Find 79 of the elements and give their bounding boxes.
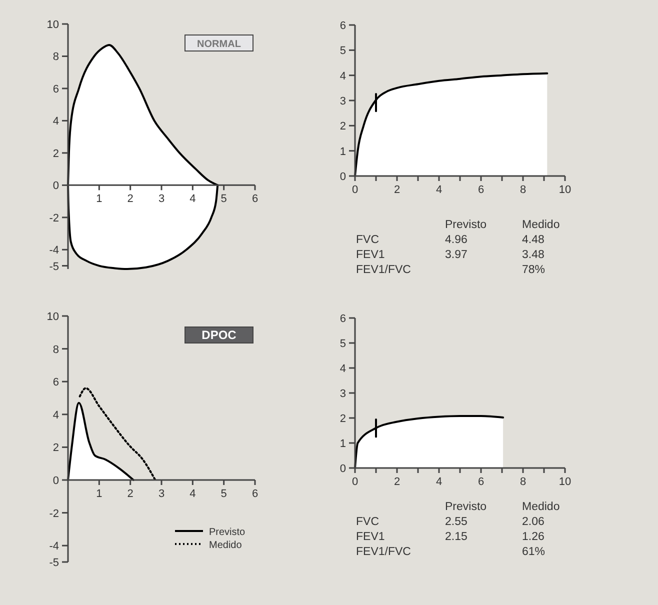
text: DPOC [202,328,237,342]
text: 2.06 [522,516,544,528]
y-tick-label: -5 [49,260,59,273]
x-tick-label: 1 [96,488,102,500]
y-tick-label: 2 [52,148,59,160]
y-tick-label: 1 [340,146,346,158]
text: NORMAL [197,39,241,50]
y-tick-label: 2 [340,413,346,425]
x-tick-label: 1 [96,193,102,206]
y-tick-label: 1 [340,438,346,450]
y-tick-label: 6 [340,313,346,325]
y-tick-label: 5 [340,338,346,350]
category-label: Previsto [445,219,487,231]
y-tick-label: 10 [46,311,59,323]
y-tick-label: 4 [340,363,346,375]
legend-label: Medido [209,540,242,551]
text: 3.97 [445,249,468,261]
y-tick-label: 4 [52,409,59,422]
category-label: FVC [356,234,379,246]
x-tick-label: 0 [352,476,358,488]
line-series [78,387,156,481]
category-label: FVC [356,516,379,528]
y-tick-label: -4 [49,244,59,257]
text: 4.96 [445,234,468,246]
text: 4.48 [522,234,544,246]
y-tick-label: 5 [340,45,346,58]
y-tick-label: 4 [340,70,346,82]
text: 78% [522,264,546,276]
y-tick-label: 2 [340,120,346,133]
text: 3.48 [522,249,544,261]
x-tick-label: 6 [252,488,258,500]
category-label: FEV1 [356,531,385,543]
x-tick-label: 4 [190,193,196,206]
x-tick-label: 10 [558,184,572,196]
x-tick-label: 4 [190,488,196,500]
category-label: Previsto [445,501,487,513]
y-tick-label: 3 [340,96,346,108]
category-label: Medido [522,219,560,231]
y-tick-label: 4 [52,116,59,128]
x-tick-label: 6 [252,193,258,206]
y-tick-label: -2 [49,212,59,224]
x-tick-label: 2 [394,476,400,488]
y-tick-label: -4 [49,540,59,553]
y-tick-label: 6 [52,376,59,389]
text: 2.15 [445,531,468,543]
y-tick-label: 10 [46,19,59,31]
y-tick-label: 0 [340,463,346,475]
y-tick-label: 2 [52,442,59,454]
x-tick-label: 3 [158,193,165,206]
category-label: FEV1/FVC [356,264,411,276]
y-tick-label: 8 [52,344,59,356]
x-tick-label: 10 [558,476,572,488]
y-tick-label: 6 [52,83,59,96]
x-tick-label: 4 [436,476,442,488]
x-tick-label: 6 [478,184,484,196]
y-tick-label: -2 [49,508,59,520]
x-tick-label: 2 [127,193,134,206]
category-label: FEV1 [356,249,385,261]
x-tick-label: 8 [520,476,526,488]
y-tick-label: 0 [340,171,346,183]
y-tick-label: 6 [340,20,346,32]
y-tick-label: -5 [49,557,59,569]
text: 2.55 [445,516,468,528]
x-tick-label: 6 [478,476,484,488]
x-tick-label: 0 [352,184,358,196]
x-tick-label: 5 [220,193,227,206]
y-tick-label: 8 [52,51,59,64]
category-label: Medido [522,501,560,513]
x-tick-label: 2 [127,488,134,500]
x-tick-label: 3 [158,488,165,500]
legend-label: Previsto [209,527,246,538]
text: 61% [522,546,546,558]
category-label: FEV1/FVC [356,546,411,558]
y-tick-label: 3 [340,388,346,400]
x-tick-label: 2 [394,184,400,196]
text: 1.26 [522,531,544,543]
x-tick-label: 5 [220,488,227,500]
x-tick-label: 8 [520,184,526,196]
x-tick-label: 4 [436,184,442,196]
